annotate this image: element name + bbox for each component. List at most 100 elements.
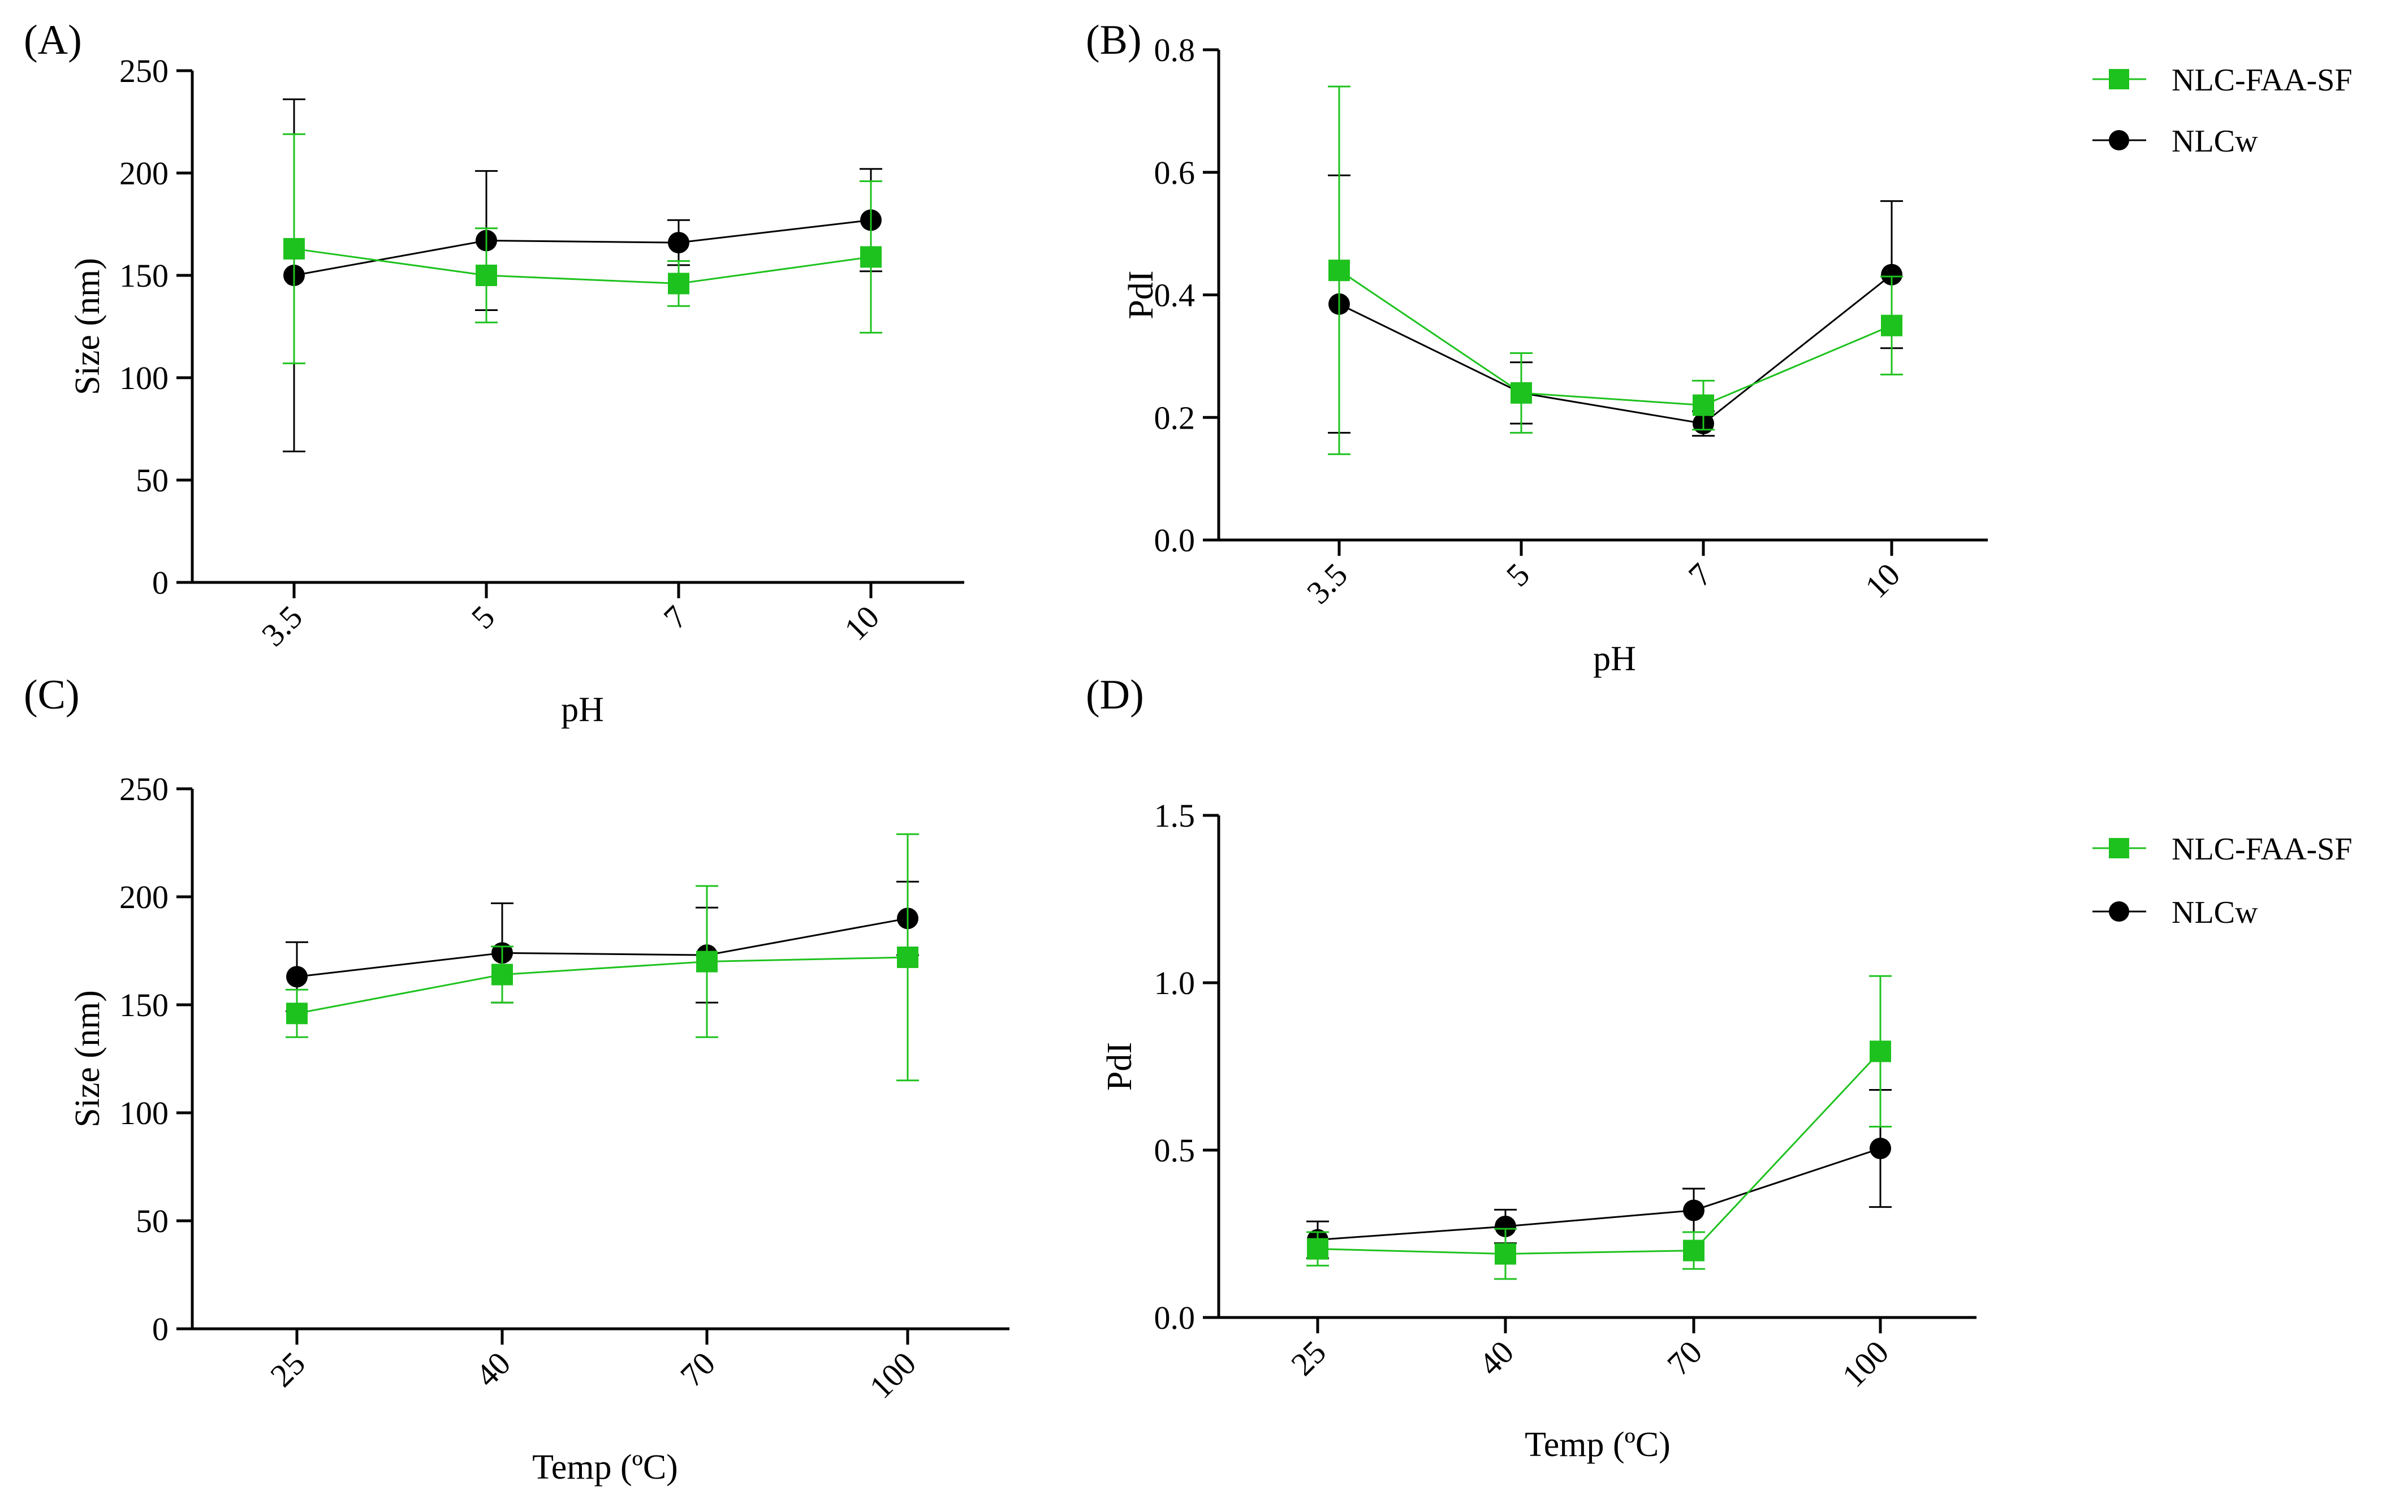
legend-marker-square (2109, 69, 2129, 89)
series-nlc-faa-sf (286, 833, 919, 1082)
y-tick-label: 100 (119, 360, 169, 396)
x-tick-label: 100 (862, 1345, 923, 1405)
series-line (294, 219, 871, 277)
x-tick-label: 100 (1835, 1333, 1896, 1394)
y-tick-label: 0.0 (1154, 1299, 1196, 1336)
panel-label: (A) (24, 17, 82, 63)
data-point-square (1693, 394, 1714, 416)
series-nlcw (286, 880, 919, 1012)
series-nlc-faa-sf (283, 133, 882, 365)
x-tick-label: 3.5 (254, 598, 309, 653)
data-point-square (476, 265, 497, 286)
legend-bottom: NLC-FAA-SF NLCw (2092, 832, 2352, 930)
panel-label: (C) (24, 672, 80, 718)
x-tick-label: 25 (263, 1345, 312, 1394)
y-axis-label: Size (nm) (68, 990, 107, 1127)
data-point-square (696, 951, 718, 973)
series-nlc-faa-sf (1306, 975, 1892, 1280)
data-point-square (1881, 314, 1902, 336)
data-point-square (1683, 1239, 1704, 1262)
y-tick-label: 0.8 (1154, 32, 1196, 68)
data-point-circle (1870, 1138, 1891, 1160)
y-tick-label: 0 (152, 1311, 169, 1347)
data-point-square (1307, 1238, 1328, 1260)
series-nlcw (283, 98, 882, 452)
x-tick-label: 40 (468, 1345, 517, 1394)
y-tick-label: 250 (119, 771, 169, 807)
x-tick-label: 5 (1499, 556, 1537, 593)
x-axis-label: Temp (ºC) (532, 1448, 678, 1487)
series-nlcw (1328, 174, 1903, 437)
y-tick-label: 50 (136, 1203, 169, 1239)
y-tick-label: 0.6 (1154, 154, 1196, 191)
legend-marker-circle (2109, 130, 2129, 150)
series-line (296, 956, 908, 1014)
series-line (294, 248, 871, 284)
data-point-circle (668, 232, 689, 254)
y-tick-label: 150 (119, 257, 169, 294)
y-tick-label: 0 (152, 564, 169, 601)
y-axis-label: PdI (1101, 1042, 1139, 1091)
legend-marker-square (2109, 838, 2129, 858)
data-point-square (860, 246, 882, 268)
data-point-square (491, 964, 513, 986)
x-axis-label: Temp (ºC) (1525, 1425, 1671, 1464)
data-point-circle (1683, 1199, 1704, 1221)
data-point-square (1328, 260, 1350, 282)
x-tick-label: 7 (657, 598, 694, 636)
data-point-square (1870, 1040, 1891, 1062)
y-tick-label: 150 (119, 987, 169, 1023)
legend-label: NLC-FAA-SF (2172, 63, 2352, 98)
x-tick-label: 10 (837, 598, 886, 647)
data-point-square (1511, 382, 1532, 404)
x-tick-label: 40 (1471, 1333, 1521, 1383)
legend-marker-circle (2109, 901, 2129, 922)
x-tick-label: 70 (673, 1345, 722, 1394)
x-tick-label: 25 (1284, 1333, 1333, 1383)
y-tick-label: 200 (119, 155, 169, 192)
chart-panel-b: (B) 0.0 0.2 0.4 0.6 0.8 3.5 5 7 10 pH PdI (1086, 17, 1988, 678)
panel-label: (D) (1086, 672, 1144, 718)
x-tick-label: 10 (1858, 556, 1907, 605)
data-point-square (668, 273, 689, 295)
series-line (1339, 274, 1892, 425)
x-tick-label: 5 (464, 598, 502, 636)
x-tick-label: 3.5 (1300, 556, 1354, 611)
y-tick-label: 1.5 (1154, 797, 1196, 834)
data-point-circle (1881, 263, 1902, 286)
series-line (1317, 1147, 1881, 1241)
x-axis-label: pH (561, 690, 604, 729)
y-tick-label: 200 (119, 879, 169, 915)
legend-top: NLC-FAA-SF NLCw (2092, 63, 2352, 159)
series-nlcw (1306, 1088, 1892, 1259)
y-axis-label: Size (nm) (68, 258, 107, 395)
y-tick-label: 250 (119, 53, 169, 89)
series-line (296, 917, 908, 978)
chart-panel-d: (D) 0.0 0.5 1.0 1.5 25 40 70 100 Temp (ºC) PdI (1086, 672, 1977, 1464)
y-tick-label: 100 (119, 1095, 169, 1131)
series-nlc-faa-sf (1328, 85, 1903, 455)
y-axis-label: PdI (1122, 270, 1160, 319)
data-point-square (286, 1003, 308, 1025)
panel-label: (B) (1086, 17, 1142, 63)
chart-panel-c: (C) 0 50 100 150 200 250 25 40 70 100 Temp (ºC) Size… (24, 672, 1009, 1487)
y-tick-label: 0.0 (1154, 522, 1196, 559)
series-line (1317, 1051, 1881, 1255)
x-tick-label: 70 (1660, 1333, 1709, 1383)
data-point-circle (1495, 1215, 1516, 1237)
y-tick-label: 50 (136, 462, 169, 499)
series-line (1339, 269, 1892, 407)
data-point-square (1495, 1243, 1516, 1265)
y-tick-label: 1.0 (1154, 965, 1196, 1001)
y-tick-label: 0.2 (1154, 399, 1196, 436)
legend-label: NLCw (2172, 895, 2258, 930)
data-point-circle (286, 966, 308, 988)
data-point-square (897, 946, 918, 968)
chart-panel-a: (A) 0 50 100 150 200 250 3.5 5 7 10 pH Size (nm) (24, 17, 964, 729)
x-axis-label: pH (1593, 640, 1636, 678)
legend-label: NLCw (2172, 124, 2258, 159)
y-tick-label: 0.5 (1154, 1132, 1196, 1169)
data-point-square (283, 237, 305, 260)
y-tick-label: 0.4 (1154, 277, 1196, 314)
